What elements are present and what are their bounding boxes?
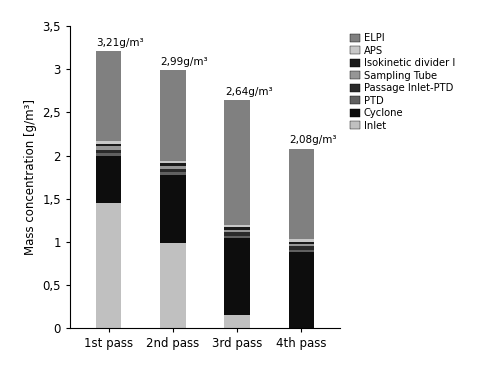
Bar	[224, 238, 250, 315]
Bar	[224, 225, 250, 227]
Bar	[96, 156, 122, 203]
Bar	[288, 244, 314, 246]
Bar	[288, 239, 314, 242]
Bar	[288, 149, 314, 239]
Bar	[224, 232, 250, 236]
Bar	[96, 150, 122, 153]
Bar	[96, 153, 122, 156]
Bar	[288, 252, 314, 328]
Bar	[160, 172, 186, 175]
Text: 3,21g/m³: 3,21g/m³	[96, 38, 144, 48]
Bar	[224, 100, 250, 225]
Bar	[288, 242, 314, 244]
Bar	[160, 161, 186, 163]
Bar	[160, 166, 186, 169]
Text: 2,64g/m³: 2,64g/m³	[225, 87, 272, 97]
Bar	[96, 203, 122, 328]
Bar	[224, 227, 250, 230]
Text: 2,99g/m³: 2,99g/m³	[160, 57, 208, 67]
Bar	[96, 51, 122, 141]
Legend: ELPI, APS, Isokinetic divider I, Sampling Tube, Passage Inlet-PTD, PTD, Cyclone,: ELPI, APS, Isokinetic divider I, Samplin…	[348, 31, 457, 133]
Text: 2,08g/m³: 2,08g/m³	[289, 135, 337, 145]
Bar	[224, 315, 250, 328]
Bar	[288, 246, 314, 250]
Bar	[160, 70, 186, 161]
Bar	[224, 230, 250, 232]
Bar	[160, 163, 186, 166]
Bar	[96, 144, 122, 146]
Bar	[96, 141, 122, 144]
Bar	[160, 175, 186, 243]
Bar	[160, 243, 186, 328]
Bar	[160, 169, 186, 172]
Bar	[96, 146, 122, 150]
Bar	[288, 250, 314, 252]
Bar	[224, 236, 250, 238]
Y-axis label: Mass concentration [g/m³]: Mass concentration [g/m³]	[24, 99, 37, 255]
